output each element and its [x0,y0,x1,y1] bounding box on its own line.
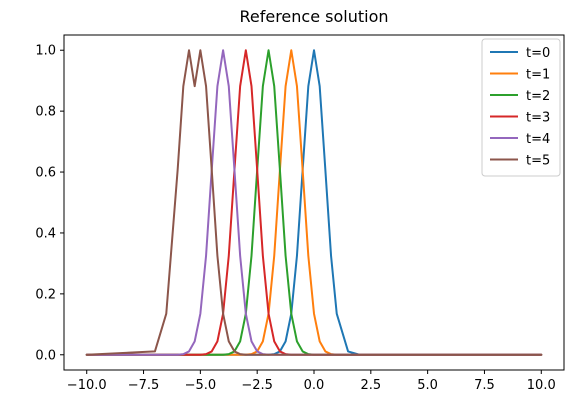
y-tick-label: 0.6 [35,166,56,181]
y-tick-label: 0.4 [35,226,56,241]
legend-label: t=3 [526,111,550,126]
plot-lines [85,49,543,356]
x-tick-label: −10.0 [67,378,107,393]
y-tick-label: 0.0 [35,348,56,363]
x-tick-label: −7.5 [128,378,160,393]
x-tick-label: 10.0 [527,378,556,393]
y-tick-label: 0.2 [35,287,56,302]
x-tick-label: 2.5 [360,378,381,393]
y-tick-label: 1.0 [35,44,56,59]
legend-label: t=0 [526,46,550,61]
y-tick-label: 0.8 [35,105,56,120]
series-line-t1 [85,49,543,356]
x-tick-label: 5.0 [417,378,438,393]
legend-label: t=4 [526,132,550,147]
x-tick-label: 0.0 [304,378,325,393]
x-tick-label: −5.0 [185,378,217,393]
x-tick-label: −2.5 [241,378,273,393]
chart-title: Reference solution [239,7,388,26]
legend-label: t=5 [526,154,550,169]
legend: t=0 t=1 t=2 t=3 t=4 t=5 [481,38,561,177]
axes: −10.0 −7.5 −5.0 −2.5 0.0 2.5 5.0 7.5 10.0 0.0 0.2 0… [35,34,565,393]
series-line-t5 [85,49,543,356]
x-tick-label: 7.5 [474,378,495,393]
legend-label: t=2 [526,89,550,104]
legend-label: t=1 [526,68,550,83]
